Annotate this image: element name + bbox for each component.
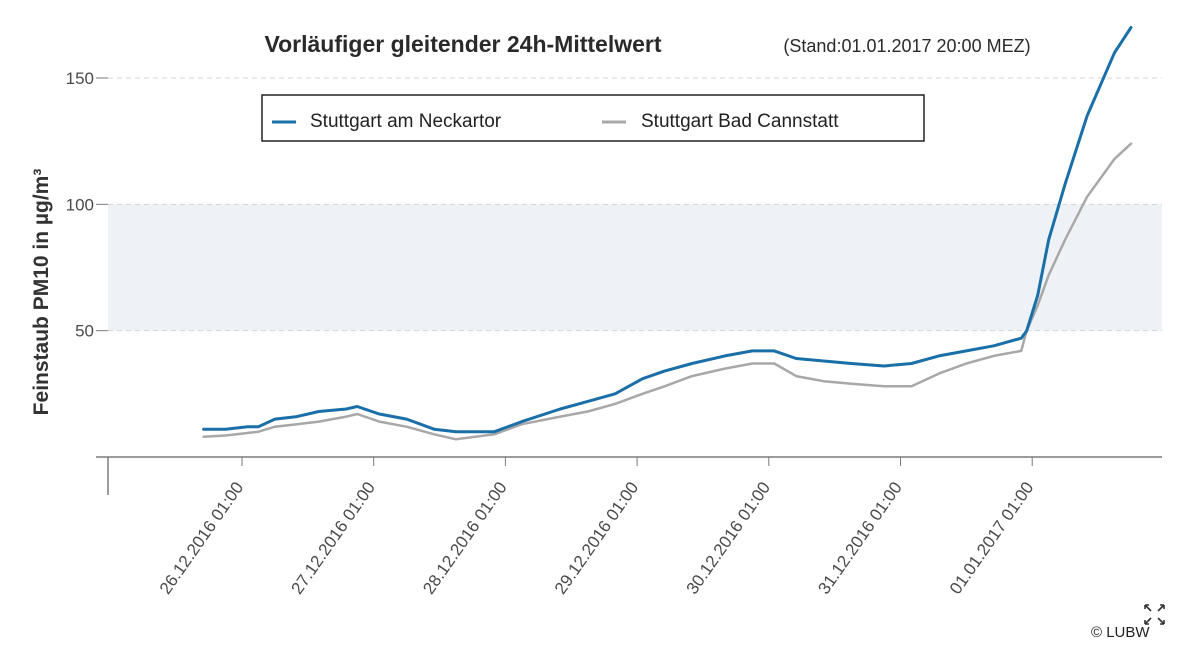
- y-axis-label: Feinstaub PM10 in µg/m³: [30, 169, 53, 416]
- y-tick-label: 100: [66, 195, 94, 214]
- legend-label-neckartor[interactable]: Stuttgart am Neckartor: [310, 111, 502, 132]
- series-line-cannstatt[interactable]: [202, 142, 1133, 441]
- legend-box: [261, 94, 925, 142]
- chart-title: Vorläufiger gleitender 24h-Mittelwert: [264, 31, 661, 57]
- limit-band: [108, 204, 1162, 331]
- chart-subtitle: (Stand:01.01.2017 20:00 MEZ): [783, 36, 1030, 56]
- legend[interactable]: Stuttgart am Neckartor Stuttgart Bad Can…: [261, 94, 925, 142]
- y-tick-label: 50: [75, 322, 94, 341]
- copyright-notice: © LUBW: [1091, 624, 1150, 641]
- grid-lines: [108, 77, 1162, 332]
- y-tick-label: 150: [66, 69, 94, 88]
- legend-label-cannstatt[interactable]: Stuttgart Bad Cannstatt: [641, 111, 839, 132]
- expand-icon[interactable]: [1144, 604, 1165, 625]
- series-line-neckartor[interactable]: [202, 26, 1133, 434]
- y-tick-labels: 50 100 150: [66, 69, 108, 341]
- series-layer: [202, 26, 1133, 441]
